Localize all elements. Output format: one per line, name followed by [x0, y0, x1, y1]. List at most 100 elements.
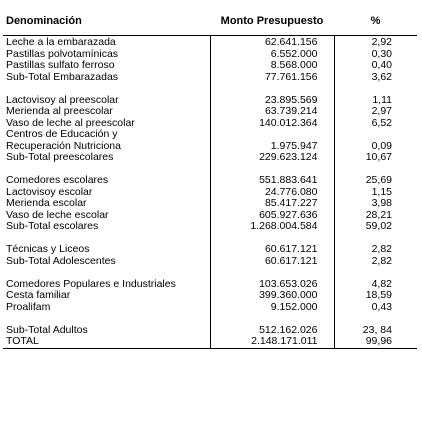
cell-percent: 0,43	[371, 301, 392, 313]
table-row: Sub-Total Adultos 512.162.026 23, 84	[3, 324, 417, 336]
cell-denominacion: Vaso de leche al preescolar	[3, 117, 211, 129]
table-row: Leche a la embarazada 62.641.156 2,92	[3, 35, 417, 49]
cell-monto: 2.148.171.011	[210, 336, 335, 349]
cell-denominacion: Vaso de leche escolar	[3, 209, 211, 221]
spacer-row	[3, 163, 417, 175]
table-row: Pastillas polvotamínicas 6.552.000 0,30	[3, 48, 417, 60]
table-row: Lactovisoy escolar 24.776.080 1,15	[3, 186, 417, 198]
cell-monto: 103.653.026	[210, 278, 335, 290]
cell-monto: 60.617.121	[210, 244, 335, 256]
cell-monto: 1.268.004.584	[210, 221, 335, 233]
cell-denominacion: TOTAL	[3, 336, 211, 349]
cell-percent: 2,82	[371, 244, 392, 255]
cell-percent: 0,09	[371, 140, 392, 152]
table-row: Vaso de leche al preescolar 140.012.364 6,…	[3, 117, 417, 129]
header-denominacion: Denominación	[3, 7, 210, 36]
cell-percent: 25,69	[365, 175, 392, 186]
cell-denominacion: Centros de Educación y	[3, 129, 211, 141]
spacer-row	[3, 83, 417, 95]
cell-percent: 18,59	[365, 290, 392, 301]
cell-denominacion: Comedores Populares e Industriales	[3, 278, 211, 290]
cell-monto: 140.012.364	[210, 117, 335, 129]
cell-percent: 1,15	[371, 186, 392, 198]
cell-monto: 23.895.569	[210, 94, 335, 106]
cell-percent: 2,97	[371, 106, 392, 117]
table-row: TOTAL 2.148.171.011 99,96	[3, 336, 417, 349]
spacer-cell	[210, 163, 335, 175]
cell-monto: 1.975.947	[210, 140, 335, 152]
table-row: Merienda escolar 85.417.227 3,98	[3, 198, 417, 210]
table-row: Cesta familiar 399.360.000 18,59	[3, 290, 417, 302]
spacer-cell	[210, 313, 335, 325]
cell-percent: 99,96	[334, 336, 417, 349]
cell-monto: 229.623.124	[210, 152, 335, 164]
cell-monto: 62.641.156	[210, 35, 335, 49]
cell-monto: 24.776.080	[210, 186, 335, 198]
cell-percent: 2,92	[371, 36, 392, 48]
cell-monto: 6.552.000	[210, 48, 335, 60]
cell-percent	[334, 129, 417, 141]
cell-percent: 2,82	[371, 255, 392, 267]
cell-denominacion: Lactovisoy al preescolar	[3, 94, 211, 106]
spacer-cell	[3, 83, 211, 95]
table-row: Sub-Total Adolescentes 60.617.121 2,82	[3, 255, 417, 267]
cell-denominacion: Comedores escolares	[3, 175, 211, 187]
table-row: Lactovisoy al preescolar 23.895.569 1,11	[3, 94, 417, 106]
cell-percent: 28,21	[365, 209, 392, 221]
cell-percent: 0,40	[371, 60, 392, 71]
cell-denominacion: Cesta familiar	[3, 290, 211, 302]
cell-denominacion: Sub-Total Embarazadas	[3, 71, 211, 83]
table-row: Sub-Total escolares 1.268.004.584 59,02	[3, 221, 417, 233]
cell-monto: 551.883.641	[210, 175, 335, 187]
cell-denominacion: Leche a la embarazada	[3, 35, 211, 49]
table-row: Proalifam 9.152.000 0,43	[3, 301, 417, 313]
cell-denominacion: Pastillas sulfato ferroso	[3, 60, 211, 72]
cell-percent: 0,30	[371, 48, 392, 60]
table-row: Vaso de leche escolar 605.927.636 28,21	[3, 209, 417, 221]
cell-percent: 4,82	[371, 278, 392, 290]
cell-denominacion: Sub-Total escolares	[3, 221, 211, 233]
spacer-row	[3, 232, 417, 245]
cell-denominacion: Lactovisoy escolar	[3, 186, 211, 198]
spacer-cell	[210, 232, 335, 244]
cell-percent: 59,02	[365, 221, 392, 232]
cell-monto: 605.927.636	[210, 209, 335, 221]
spacer-cell	[334, 83, 417, 95]
spacer-cell	[210, 83, 335, 95]
cell-denominacion: Sub-Total Adultos	[3, 324, 211, 336]
table-row: Centros de Educación y	[3, 129, 417, 141]
spacer-row	[3, 267, 417, 279]
cell-percent: 3,62	[371, 71, 392, 83]
spacer-cell	[334, 267, 417, 279]
cell-percent: 6,52	[371, 117, 392, 129]
spacer-cell	[334, 313, 417, 325]
cell-denominacion: Sub-Total Adolescentes	[3, 255, 211, 267]
spacer-cell	[334, 233, 417, 245]
table-row: Comedores Populares e Industriales 103.65…	[3, 278, 417, 290]
header-percent: %	[334, 7, 417, 36]
cell-percent: 10,67	[365, 152, 392, 163]
budget-table: Denominación Monto Presupuesto % Leche a…	[3, 7, 417, 349]
cell-percent: 23, 84	[362, 324, 392, 336]
table-row: Técnicas y Liceos 60.617.121 2,82	[3, 244, 417, 256]
table-row: Sub-Total preescolares 229.623.124 10,67	[3, 152, 417, 164]
spacer-row	[3, 313, 417, 325]
table-body: Leche a la embarazada 62.641.156 2,92 Pasti…	[3, 35, 417, 349]
table-row: Comedores escolares 551.883.641 25,69	[3, 175, 417, 187]
spacer-cell	[210, 267, 335, 279]
table-row: Merienda al preescolar 63.739.214 2,97	[3, 106, 417, 118]
cell-monto: 77.761.156	[210, 71, 335, 83]
cell-percent: 1,11	[372, 94, 392, 106]
cell-denominacion: Merienda escolar	[3, 198, 211, 210]
cell-denominacion: Sub-Total preescolares	[3, 152, 211, 164]
cell-percent: 3,98	[371, 198, 392, 209]
cell-denominacion: Proalifam	[3, 301, 211, 313]
spacer-cell	[3, 267, 211, 279]
cell-monto: 63.739.214	[210, 106, 335, 118]
table-row: Pastillas sulfato ferroso 8.568.000 0,40	[3, 60, 417, 72]
cell-monto: 60.617.121	[210, 255, 335, 267]
header-monto: Monto Presupuesto	[210, 7, 334, 36]
spacer-cell	[3, 232, 211, 244]
cell-monto: 9.152.000	[210, 301, 335, 313]
